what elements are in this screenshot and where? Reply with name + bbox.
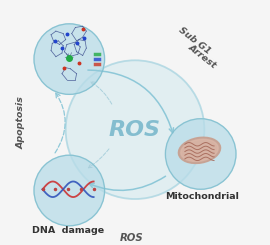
Text: ROS: ROS xyxy=(120,233,143,243)
Text: Apoptosis: Apoptosis xyxy=(17,96,26,149)
Circle shape xyxy=(166,119,236,189)
Text: DNA  damage: DNA damage xyxy=(32,226,104,235)
Ellipse shape xyxy=(181,139,218,161)
Text: Sub G1: Sub G1 xyxy=(177,25,212,56)
Text: ROS: ROS xyxy=(109,120,161,140)
Circle shape xyxy=(34,155,104,226)
Text: Mitochondrial: Mitochondrial xyxy=(165,192,239,201)
Circle shape xyxy=(34,24,104,94)
Ellipse shape xyxy=(178,137,221,163)
Text: Arrest: Arrest xyxy=(186,43,218,71)
Circle shape xyxy=(66,60,204,199)
